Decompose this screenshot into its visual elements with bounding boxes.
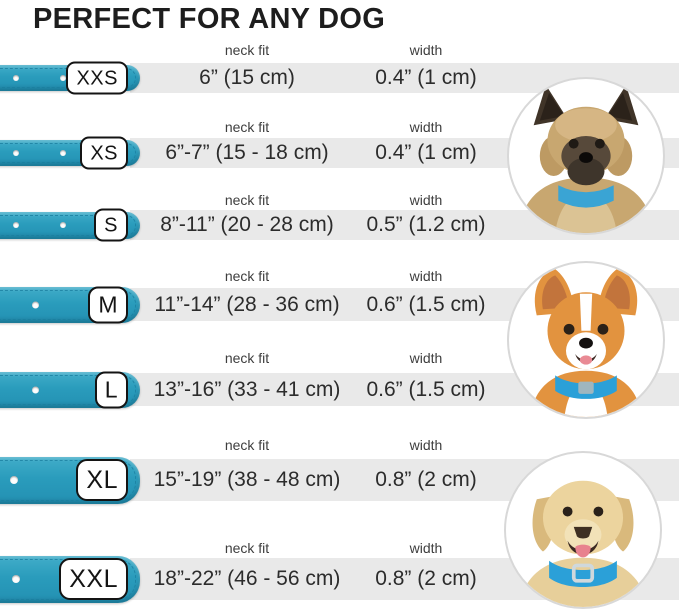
width-value: 0.4” (1 cm) (375, 141, 477, 164)
collar-hole (12, 575, 20, 583)
neck-fit-header: neck fit (224, 437, 270, 453)
collar-strap: S (0, 208, 140, 242)
neck-fit-value: 15”-19” (38 - 48 cm) (153, 468, 341, 491)
width-header: width (409, 350, 443, 366)
collar-strap: XS (0, 136, 140, 170)
collar-hole (13, 75, 19, 81)
size-label-pill: XL (76, 459, 128, 501)
dog-photo-terrier (507, 77, 665, 235)
collar-stitching (0, 459, 136, 501)
collar-hole (10, 476, 18, 484)
neck-fit-header: neck fit (224, 350, 270, 366)
neck-fit-header: neck fit (224, 540, 270, 556)
neck-fit-value: 18”-22” (46 - 56 cm) (153, 567, 341, 590)
corgi-illustration (530, 269, 642, 417)
neck-fit-header: neck fit (224, 42, 270, 58)
collar-hole (60, 222, 66, 228)
size-label: S (104, 214, 118, 236)
width-value: 0.6” (1.5 cm) (366, 378, 486, 401)
width-header: width (409, 437, 443, 453)
size-label: M (98, 291, 118, 317)
collar-stitching (0, 214, 136, 236)
dog-photo-corgi (507, 261, 665, 419)
neck-fit-value: 11”-14” (28 - 36 cm) (154, 293, 340, 316)
collar-strap: XXL (0, 555, 140, 603)
collar-strap: XL (0, 456, 140, 504)
terrier-illustration (518, 85, 654, 233)
size-label-pill: XXL (59, 558, 128, 600)
neck-fit-header: neck fit (224, 192, 270, 208)
size-label: XL (86, 465, 118, 494)
collar-hole (13, 222, 19, 228)
size-label-pill: M (88, 286, 128, 323)
size-label-pill: L (94, 371, 128, 408)
width-header: width (409, 119, 443, 135)
collar-strap: XXS (0, 61, 140, 95)
width-header: width (409, 42, 443, 58)
size-label: XS (90, 142, 118, 164)
collar-stitching (0, 374, 136, 405)
width-value: 0.4” (1 cm) (375, 66, 477, 89)
collar-hole (13, 150, 19, 156)
neck-fit-value: 8”-11” (20 - 28 cm) (160, 213, 334, 236)
neck-fit-header: neck fit (224, 268, 270, 284)
collar-hole (60, 150, 66, 156)
width-header: width (409, 540, 443, 556)
collar-stitching (0, 143, 136, 163)
width-value: 0.8” (2 cm) (375, 468, 477, 491)
collar-hole (32, 301, 39, 308)
width-value: 0.6” (1.5 cm) (366, 293, 486, 316)
size-label-pill: XS (80, 136, 128, 170)
dog-photo-labrador (504, 451, 662, 609)
width-value: 0.8” (2 cm) (375, 567, 477, 590)
neck-fit-value: 6” (15 cm) (199, 66, 295, 89)
width-header: width (409, 192, 443, 208)
size-label-pill: XXS (66, 61, 128, 95)
neck-fit-value: 6”-7” (15 - 18 cm) (165, 141, 329, 164)
size-label: L (104, 376, 118, 402)
page-title: PERFECT FOR ANY DOG (33, 3, 386, 35)
collar-strap: L (0, 371, 140, 408)
width-header: width (409, 268, 443, 284)
size-label-pill: S (94, 208, 128, 242)
neck-fit-header: neck fit (224, 119, 270, 135)
size-label: XXS (76, 67, 118, 89)
collar-stitching (0, 289, 136, 320)
collar-hole (60, 75, 66, 81)
width-value: 0.5” (1.2 cm) (366, 213, 486, 236)
collar-hole (32, 386, 39, 393)
neck-fit-value: 13”-16” (33 - 41 cm) (153, 378, 341, 401)
labrador-illustration (518, 480, 648, 607)
collar-strap: M (0, 286, 140, 323)
size-label: XXL (69, 564, 118, 593)
